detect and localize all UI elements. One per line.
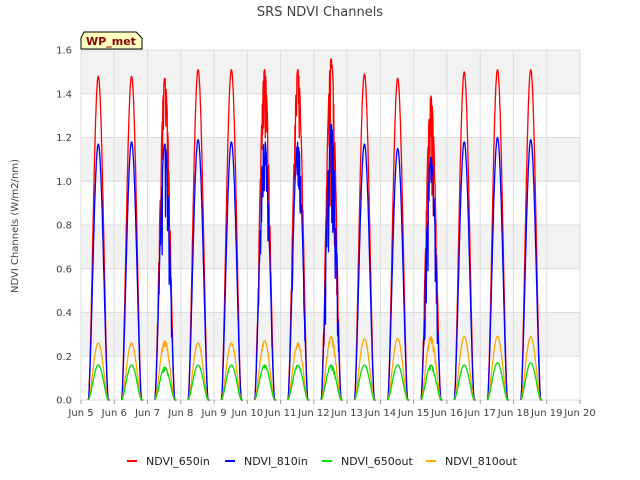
background-band: [81, 312, 580, 357]
legend-label: NDVI_810in: [244, 455, 308, 468]
legend-label: NDVI_650in: [146, 455, 210, 468]
x-tick-label: Jun 14: [364, 408, 397, 419]
x-tick-label: Jun 17: [463, 408, 496, 419]
x-tick-label: Jun 9: [200, 408, 226, 419]
y-tick-label: 1.6: [56, 46, 72, 57]
x-tick-label: Jun 13: [330, 408, 363, 419]
background-band: [81, 268, 580, 313]
x-tick-label: Jun 10: [231, 408, 264, 419]
y-tick-label: 0.4: [56, 308, 72, 319]
x-tick-label: Jun 11: [264, 408, 297, 419]
legend-item: NDVI_810in: [225, 455, 308, 468]
y-tick-label: 0.8: [56, 221, 72, 232]
series-line-ndvi-650out: [87, 362, 543, 401]
series-lines: [87, 58, 543, 401]
x-tick-label: Jun 6: [101, 408, 127, 419]
legend-item: NDVI_650out: [322, 455, 413, 468]
x-tick-label: Jun 16: [430, 408, 463, 419]
x-tick-label: Jun 5: [67, 408, 93, 419]
series-line-ndvi-650in: [87, 58, 543, 401]
x-tick-label: Jun 8: [167, 408, 193, 419]
series-line-ndvi-810out: [87, 335, 543, 401]
y-axis-label: NDVI Channels (W/m2/nm): [10, 159, 21, 293]
background-band: [81, 225, 580, 269]
series-line-ndvi-810in: [87, 123, 543, 401]
x-tick-label: Jun 20: [563, 408, 596, 419]
y-tick-label: 1.4: [56, 89, 72, 100]
station-badge-box: [80, 31, 143, 50]
y-tick-label: 0.0: [56, 396, 72, 407]
chart-title: SRS NDVI Channels: [257, 5, 383, 20]
legend-label: NDVI_650out: [341, 455, 413, 468]
x-tick-label: Jun 7: [134, 408, 160, 419]
y-tick-label: 0.2: [56, 352, 72, 363]
x-tick-label: Jun 18: [497, 408, 530, 419]
station-badge-text: WP_met: [86, 35, 136, 48]
legend-label: NDVI_810out: [445, 455, 517, 468]
legend: NDVI_650in NDVI_810in NDVI_650out NDVI_810o…: [127, 455, 517, 468]
station-badge: WP_met: [80, 31, 143, 50]
y-tick-label: 1.2: [56, 133, 72, 144]
legend-item: NDVI_810out: [426, 455, 517, 468]
x-tick-label: Jun 19: [530, 408, 563, 419]
legend-item: NDVI_650in: [127, 455, 210, 468]
x-tick-label: Jun 12: [297, 408, 330, 419]
y-tick-label: 0.6: [56, 264, 72, 275]
y-tick-label: 1.0: [56, 177, 72, 188]
x-tick-label: Jun 15: [397, 408, 430, 419]
axes: 0.0 0.2 0.4 0.6 0.8 1.0 1.2 1.4 1.6 Jun 5 Jun 6 Jun…: [56, 46, 596, 420]
